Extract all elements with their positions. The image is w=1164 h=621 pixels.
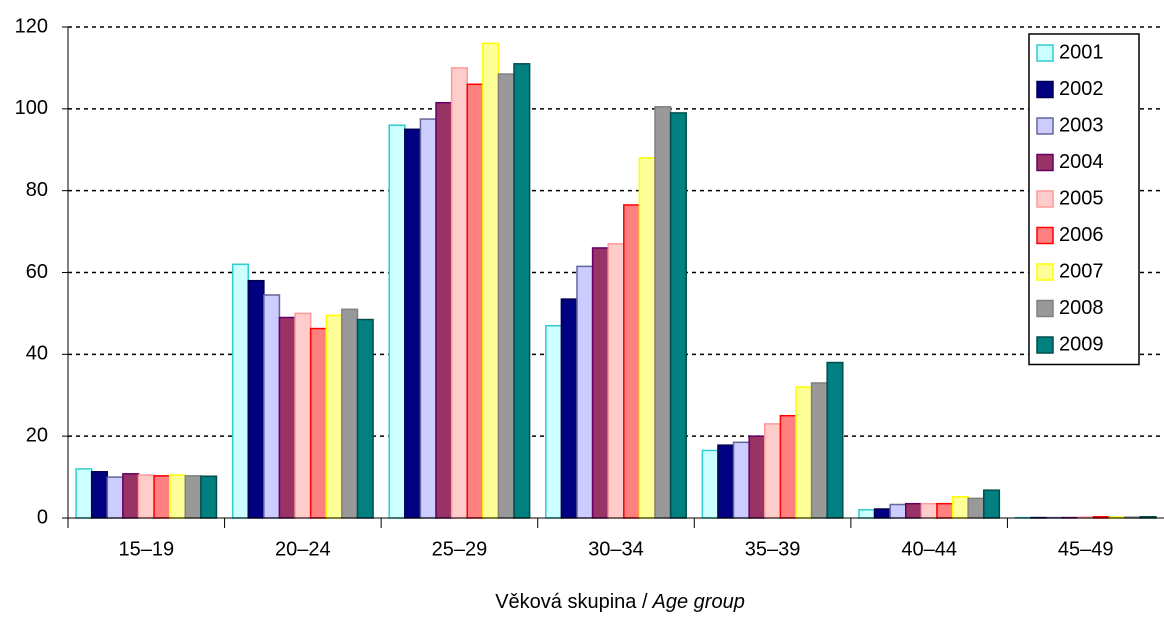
bar [450,67,468,519]
legend-label: 2004 [1059,151,1104,173]
bar [748,435,766,519]
legend-swatch [1036,263,1054,281]
x-tick-label: 25–29 [432,538,488,560]
bar [607,243,625,519]
bar [967,497,985,519]
bar [701,449,719,519]
bar [497,73,515,519]
legend-label: 2001 [1059,41,1104,63]
bar [153,475,171,519]
x-tick-label: 45–49 [1058,538,1114,560]
bar [545,324,563,519]
legend-swatch [1036,226,1054,245]
y-tick-label: 100 [15,97,48,119]
bar [951,495,969,519]
bar [591,247,609,519]
bar [200,475,218,519]
bar [435,101,453,519]
bar [873,508,891,519]
bar [466,83,484,519]
bar [137,474,155,519]
bar [294,312,312,519]
legend-label: 2009 [1059,333,1104,355]
bar [122,473,140,519]
bar [388,124,406,519]
bar [717,444,735,519]
legend-swatch [1036,44,1054,62]
x-axis-label-en: Age group [652,591,745,613]
y-tick-label: 60 [26,261,48,283]
bar [341,308,359,519]
bar [779,414,797,519]
bar [576,265,594,519]
legend-label: 2005 [1059,187,1104,209]
bar [936,502,954,519]
bar [404,128,422,519]
legend-label: 2008 [1059,297,1104,319]
y-tick-label: 80 [26,179,48,201]
bar [90,471,109,519]
x-axis-label: Věková skupina / Age group [495,591,745,613]
bar [231,263,250,519]
bar [889,503,907,519]
bar [309,327,328,519]
bar [325,314,343,519]
bar [278,316,296,519]
bar [982,489,1001,519]
bar [810,382,828,519]
bar [904,502,923,519]
y-tick-label: 20 [26,424,48,446]
bar [654,106,672,519]
x-tick-label: 15–19 [118,538,174,560]
bar [638,157,656,519]
bar [826,361,844,519]
bar [669,112,687,519]
bar [858,509,876,519]
legend-swatch [1036,299,1054,318]
bar [623,204,641,519]
bar [419,118,437,519]
y-tick-label: 120 [15,15,48,37]
x-tick-label: 30–34 [588,538,644,560]
bar [560,298,578,519]
y-tick-label: 0 [37,506,48,528]
bar [247,279,265,519]
legend-label: 2003 [1059,114,1104,136]
bar [764,423,782,519]
legend-swatch [1036,153,1054,172]
bar [106,476,124,519]
legend-swatch [1036,190,1054,208]
x-tick-label: 20–24 [275,538,331,560]
legend-swatch [1036,80,1054,99]
bar [732,441,750,519]
bar [184,475,202,519]
legend-swatch [1036,336,1054,354]
bar [168,474,187,519]
bar [263,294,281,519]
legend-swatch [1036,117,1054,135]
bar [482,42,500,519]
x-tick-label: 40–44 [901,538,957,560]
y-tick-label: 40 [26,343,48,365]
legend-label: 2006 [1059,224,1104,246]
bar [920,502,938,519]
bar [75,468,93,519]
bar [513,63,531,519]
x-axis-label-cz: Věková skupina / [495,591,648,613]
legend-label: 2007 [1059,260,1104,282]
bar [356,318,374,519]
x-tick-label: 35–39 [745,538,801,560]
bar [795,386,813,519]
legend-label: 2002 [1059,78,1104,100]
